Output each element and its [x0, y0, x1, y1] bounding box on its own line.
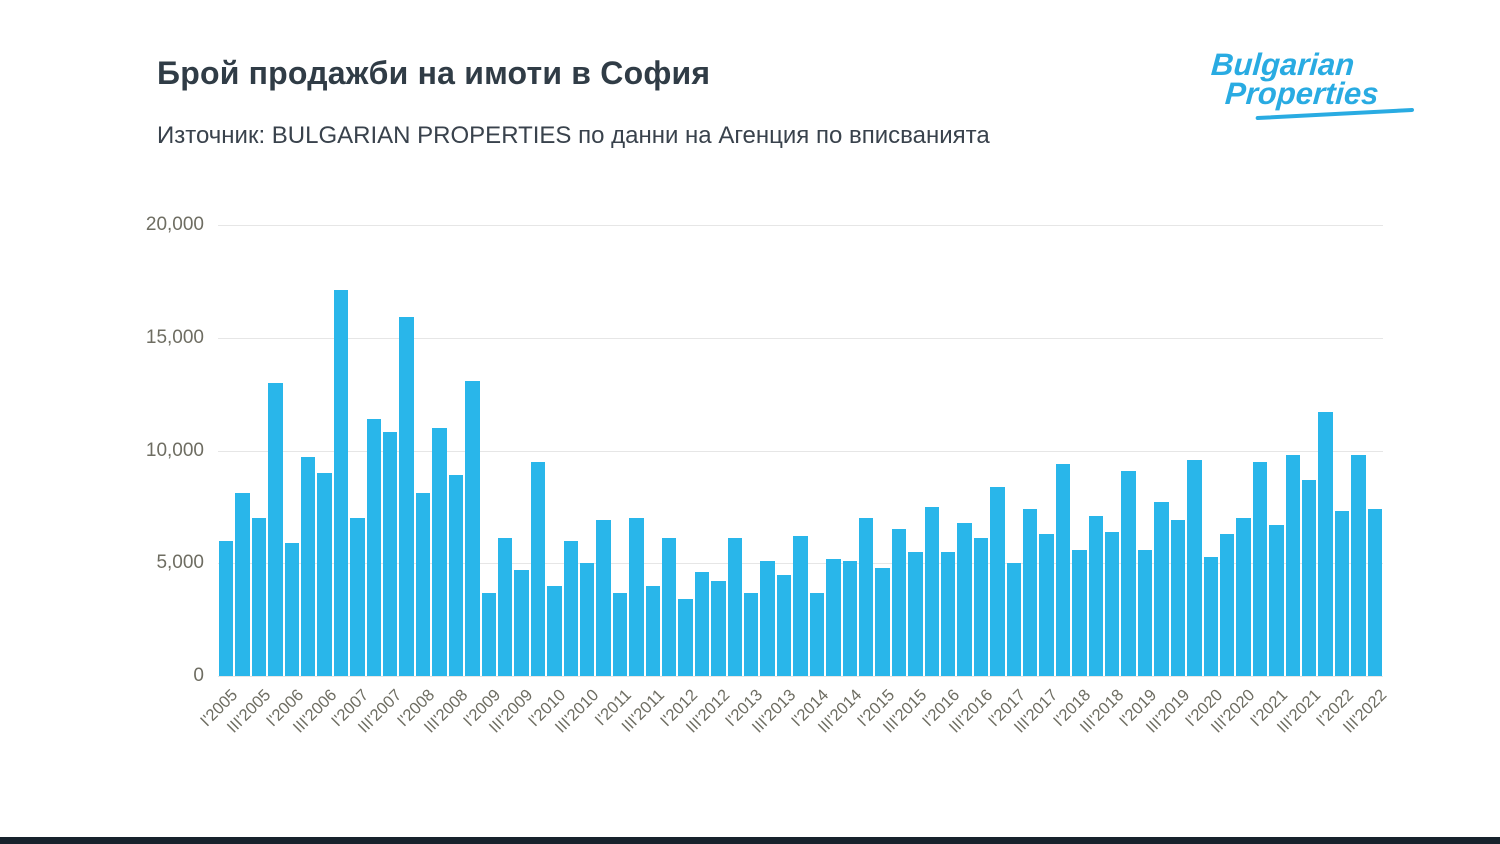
- bar-III'2006: [317, 473, 332, 676]
- bar-I'2009: [481, 592, 496, 676]
- bar-II'2018: [1088, 515, 1104, 676]
- bar-IV'2017: [1055, 464, 1071, 676]
- bar-IV'2018: [1121, 470, 1136, 676]
- bar-III'2012: [711, 581, 726, 676]
- bar-I'2013: [744, 592, 759, 676]
- source-subtitle: Източник: BULGARIAN PROPERTIES по данни …: [157, 122, 990, 149]
- bar-IV'2016: [990, 486, 1005, 676]
- bar-IV'2009: [530, 461, 546, 676]
- bar-II'2008: [432, 427, 447, 676]
- bar-I'2010: [547, 585, 562, 676]
- bar-IV'2019: [1187, 459, 1202, 676]
- y-axis-tick-label: 5,000: [156, 552, 204, 574]
- bar-I'2007: [350, 518, 365, 676]
- y-axis-tick-label: 15,000: [145, 326, 204, 348]
- logo-line-2: Properties: [1224, 76, 1380, 112]
- bar-III'2013: [776, 574, 792, 676]
- bar-I'2014: [809, 592, 825, 676]
- bar-I'2012: [678, 599, 693, 676]
- bar-IV'2015: [924, 506, 939, 676]
- bar-I'2022: [1334, 511, 1350, 676]
- bar-III'2005: [251, 518, 267, 676]
- bar-III'2008: [448, 475, 464, 676]
- bar-II'2020: [1219, 533, 1235, 676]
- bar-I'2020: [1203, 556, 1218, 676]
- bar-III'2010: [579, 563, 595, 676]
- bar-I'2011: [612, 592, 628, 676]
- bar-I'2019: [1137, 549, 1153, 676]
- bar-IV'2013: [793, 536, 808, 676]
- bar-III'2019: [1170, 520, 1186, 676]
- bar-IV'2007: [399, 317, 414, 676]
- bar-IV'2020: [1252, 461, 1268, 676]
- y-axis-tick-label: 0: [193, 665, 204, 686]
- bar-II'2009: [497, 538, 513, 676]
- bar-II'2022: [1351, 455, 1366, 676]
- bar-I'2016: [940, 551, 956, 676]
- bar-II'2015: [891, 529, 907, 676]
- bar-II'2013: [760, 561, 775, 676]
- bar-IV'2010: [596, 520, 611, 676]
- bar-IV'2006: [333, 290, 349, 676]
- bar-II'2019: [1154, 502, 1169, 676]
- bar-II'2007: [366, 418, 382, 676]
- bar-I'2006: [284, 542, 300, 676]
- bar-II'2006: [301, 457, 316, 676]
- bar-II'2021: [1285, 455, 1300, 676]
- bar-IV'2021: [1318, 412, 1333, 676]
- bar-chart-plot-area: 0 5,000 10,000 15,000 20,000 I'2005 III'2005 I'…: [146, 214, 1390, 737]
- bar-III'2009: [514, 570, 529, 676]
- bar-II'2012: [694, 572, 710, 676]
- bar-III'2017: [1039, 533, 1054, 676]
- page-title: Брой продажби на имоти в София: [157, 55, 711, 91]
- footer-bar: [0, 837, 1500, 844]
- bar-III'2011: [645, 585, 661, 676]
- bar-II'2010: [563, 540, 578, 676]
- y-axis-tick-label: 10,000: [145, 439, 204, 461]
- bar-III'2018: [1105, 531, 1120, 676]
- bar-II'2016: [957, 522, 972, 676]
- bar-III'2021: [1301, 479, 1317, 676]
- gridline: [218, 676, 1383, 677]
- bar-III'2015: [908, 551, 923, 676]
- gridline: [218, 337, 1383, 339]
- bar-IV'2005: [268, 382, 283, 676]
- gridline: [218, 450, 1383, 452]
- bar-IV'2011: [662, 538, 677, 676]
- bar-I'2018: [1072, 549, 1087, 676]
- bar-III'2016: [973, 538, 989, 676]
- bar-I'2017: [1006, 563, 1021, 676]
- y-axis-tick-label: 20,000: [145, 214, 204, 235]
- bar-III'2007: [383, 432, 398, 676]
- bar-IV'2008: [465, 380, 480, 676]
- bar-III'2014: [842, 561, 857, 676]
- bar-I'2005: [219, 540, 234, 676]
- bar-II'2011: [629, 518, 644, 676]
- bar-I'2021: [1269, 524, 1284, 676]
- bar-III'2022: [1367, 509, 1382, 676]
- bar-I'2008: [415, 493, 431, 676]
- bar-III'2020: [1236, 518, 1251, 676]
- bar-IV'2012: [727, 538, 743, 676]
- bar-I'2015: [875, 567, 890, 676]
- bar-II'2017: [1023, 509, 1038, 676]
- bulgarian-properties-logo: Bulgarian Properties: [1208, 47, 1419, 121]
- bar-II'2005: [235, 493, 250, 676]
- bar-II'2014: [826, 558, 841, 676]
- bar-IV'2014: [858, 518, 874, 676]
- gridline: [218, 225, 1383, 226]
